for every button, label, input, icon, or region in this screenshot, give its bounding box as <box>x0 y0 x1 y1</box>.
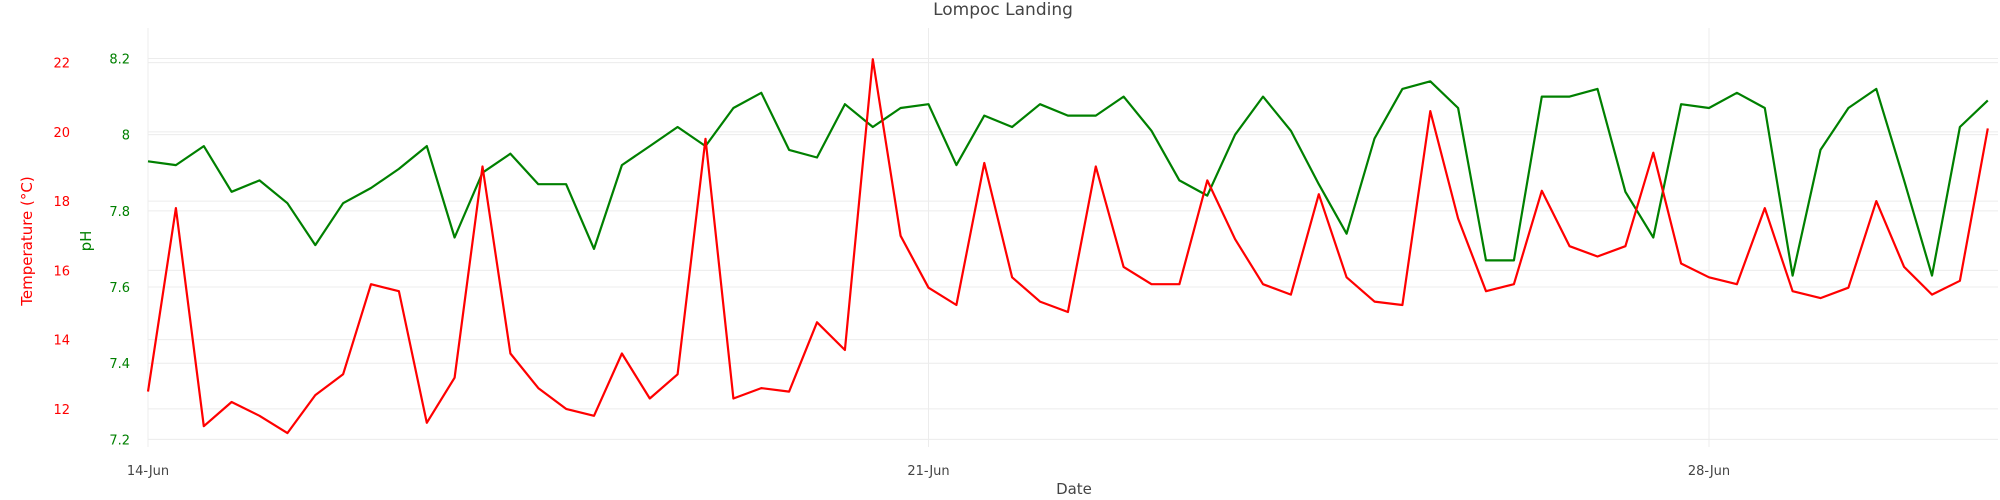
tick-labels: 14-Jun21-Jun28-Jun05-Jul12-Jul19-Jul26-J… <box>53 52 1730 479</box>
ph-tick-label: 8.2 <box>109 52 130 67</box>
temperature-axis-title: Temperature (°C) <box>18 176 36 306</box>
x-tick-label: 21-Jun <box>907 464 949 479</box>
series-layer <box>146 58 1989 435</box>
grid <box>147 28 1998 447</box>
temperature-tick-label: 12 <box>53 403 70 418</box>
ph-tick-label: 7.4 <box>109 357 130 372</box>
ph-axis-title: pH <box>77 231 95 252</box>
x-tick-label: 28-Jun <box>1688 464 1730 479</box>
ph-tick-label: 7.8 <box>109 205 130 220</box>
temperature-tick-label: 20 <box>53 126 70 141</box>
x-tick-label: 14-Jun <box>127 464 169 479</box>
ph-tick-label: 7.2 <box>109 433 130 448</box>
ph-tick-label: 7.6 <box>109 281 130 296</box>
temperature-tick-label: 18 <box>53 195 70 210</box>
chart-title: Lompoc Landing <box>933 0 1073 20</box>
ph-series-line <box>147 80 1989 277</box>
temperature-series-line <box>146 58 1989 435</box>
temperature-tick-label: 16 <box>53 264 70 279</box>
ph-tick-label: 8 <box>122 129 130 144</box>
x-axis-title: Date <box>1056 480 1092 498</box>
temperature-tick-label: 22 <box>53 57 70 72</box>
temperature-tick-label: 14 <box>53 334 70 349</box>
